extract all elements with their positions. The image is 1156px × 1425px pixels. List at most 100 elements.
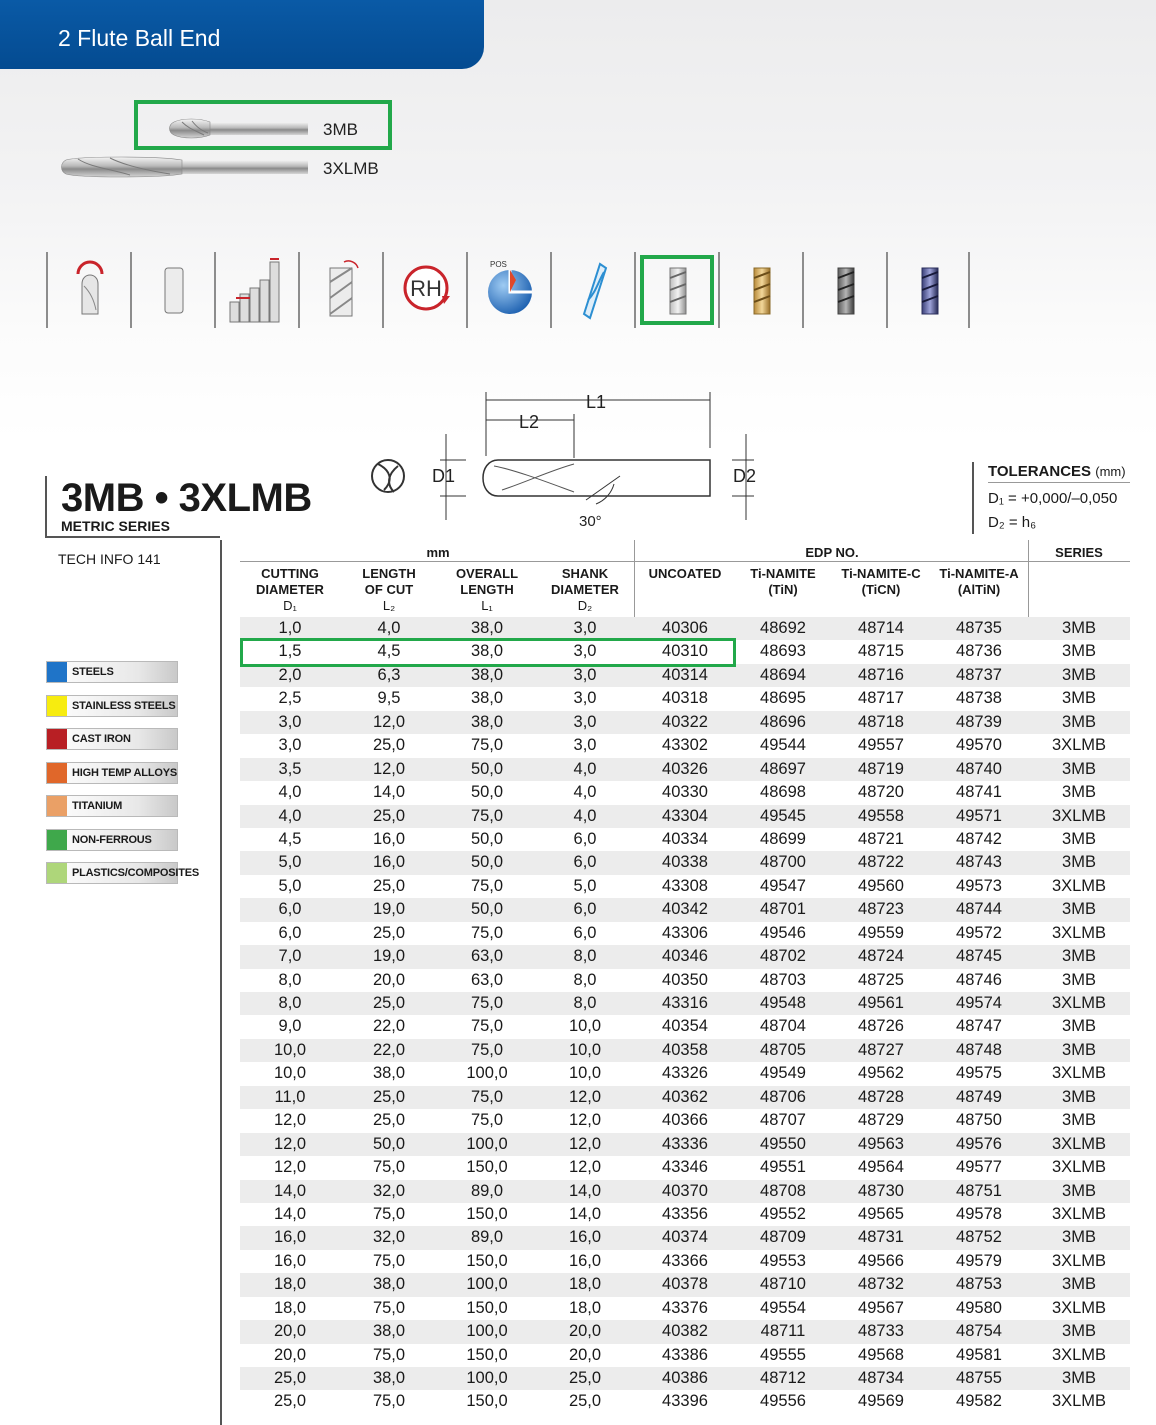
- cell-uncoated: 43376: [662, 1298, 708, 1317]
- cell-tin: 48692: [760, 619, 806, 637]
- cell-ticn: 49561: [858, 994, 904, 1012]
- cell-tin: 48709: [760, 1228, 806, 1247]
- cell-series: 3XLMB: [1051, 923, 1107, 942]
- cell-tin: 48701: [760, 900, 806, 919]
- table-row: 12,0 75,0 150,0 12,0 43346 49551 49564 49577 3XL…: [240, 1156, 1130, 1179]
- cell-uncoated: 43316: [662, 994, 708, 1012]
- cell-tin: 48696: [760, 712, 806, 731]
- helix-angle-icon: [298, 252, 382, 328]
- cell-shank-diameter: 10,0: [568, 1040, 602, 1059]
- legend-swatch: [47, 829, 67, 850]
- cell-overall-length: 100,0: [466, 1275, 508, 1294]
- cell-ticn: 48726: [858, 1017, 904, 1036]
- cell-uncoated: 40346: [662, 947, 708, 966]
- cell-tin: 48698: [760, 783, 806, 802]
- cell-altin: 49580: [956, 1298, 1002, 1317]
- cell-ticn: 48730: [858, 1181, 904, 1200]
- cell-shank-diameter: 18,0: [568, 1298, 602, 1317]
- table-row: 5,0 16,0 50,0 6,0 40338 48700 48722 48743 3MB: [240, 851, 1130, 875]
- cell-ticn: 48718: [858, 712, 904, 731]
- feature-icon-strip: RH POS: [46, 252, 976, 328]
- col-header-shank-diameter: SHANK DIAMETER D₂: [536, 566, 634, 614]
- product-title: 3MB • 3XLMB: [61, 476, 312, 520]
- cell-series: 3XLMB: [1051, 1158, 1107, 1177]
- cell-series: 3XLMB: [1051, 1134, 1107, 1153]
- cell-cutting-diameter: 8,0: [278, 970, 302, 989]
- tool-3xlmb[interactable]: 3XLMB: [60, 153, 390, 183]
- cell-altin: 48753: [956, 1275, 1002, 1294]
- cell-length-of-cut: 38,0: [372, 1275, 406, 1294]
- cell-length-of-cut: 38,0: [372, 1322, 406, 1341]
- table-row: 4,0 25,0 75,0 4,0 43304 49545 49558 49571 3XLMB: [240, 804, 1130, 828]
- cell-uncoated: 40378: [662, 1275, 708, 1294]
- cell-ticn: 49562: [858, 1064, 904, 1083]
- cell-tin: 49548: [760, 994, 806, 1012]
- cell-overall-length: 50,0: [470, 900, 504, 919]
- cell-series: 3MB: [1062, 1322, 1096, 1341]
- cell-overall-length: 150,0: [466, 1345, 508, 1364]
- tech-info-label: TECH INFO 141: [58, 551, 161, 567]
- cell-ticn: 49569: [858, 1392, 904, 1411]
- cell-altin: 48737: [956, 665, 1002, 684]
- cell-ticn: 48716: [858, 665, 904, 684]
- table-row: 16,0 75,0 150,0 16,0 43366 49553 49566 49579 3XL…: [240, 1250, 1130, 1273]
- cell-cutting-diameter: 2,5: [278, 689, 302, 708]
- table-row: 14,0 32,0 89,0 14,0 40370 48708 48730 48751 3MB: [240, 1179, 1130, 1203]
- cell-tin: 49545: [760, 806, 806, 825]
- table-body: 1,0 4,0 38,0 3,0 40306 48692 48714 48735 3MB 1,5 4…: [240, 617, 1130, 1414]
- cell-cutting-diameter: 1,0: [278, 619, 302, 637]
- table-row: 12,0 50,0 100,0 12,0 43336 49550 49563 49576 3XL…: [240, 1132, 1130, 1157]
- cell-altin: 48748: [956, 1040, 1002, 1059]
- cell-tin: 49546: [760, 923, 806, 942]
- cell-shank-diameter: 5,0: [573, 876, 597, 895]
- cell-shank-diameter: 12,0: [568, 1087, 602, 1106]
- cell-shank-diameter: 6,0: [573, 900, 597, 919]
- cell-altin: 49575: [956, 1064, 1002, 1083]
- cell-tin: 48711: [760, 1322, 806, 1341]
- cell-altin: 48747: [956, 1017, 1002, 1036]
- cell-tin: 48707: [760, 1111, 806, 1130]
- cell-tin: 48699: [760, 829, 806, 848]
- cell-overall-length: 75,0: [470, 736, 504, 755]
- col-header-altin: Ti-NAMITE-A (AlTiN): [939, 566, 1019, 597]
- table-row: 2,0 6,3 38,0 3,0 40314 48694 48716 48737 3MB: [240, 663, 1130, 688]
- cell-series: 3MB: [1062, 1017, 1096, 1036]
- cell-cutting-diameter: 5,0: [278, 876, 302, 895]
- cell-overall-length: 100,0: [466, 1134, 508, 1153]
- cell-altin: 48754: [956, 1322, 1002, 1341]
- cell-tin: 48695: [760, 689, 806, 708]
- cell-length-of-cut: 75,0: [372, 1392, 406, 1411]
- cell-length-of-cut: 38,0: [372, 1064, 406, 1083]
- cell-altin: 48742: [956, 829, 1002, 848]
- cell-ticn: 48717: [858, 689, 904, 708]
- col-header-cutting-symbol: D₁: [283, 598, 297, 613]
- cell-series: 3MB: [1062, 1275, 1096, 1294]
- table-row: 8,0 20,0 63,0 8,0 40350 48703 48725 48746 3MB: [240, 969, 1130, 992]
- cell-uncoated: 40326: [662, 759, 708, 778]
- cell-overall-length: 38,0: [470, 619, 504, 637]
- cell-ticn: 48715: [858, 642, 904, 661]
- cell-cutting-diameter: 6,0: [278, 900, 302, 919]
- cell-cutting-diameter: 7,0: [278, 947, 302, 966]
- cell-ticn: 49560: [858, 876, 904, 895]
- section-title: 2 Flute Ball End: [58, 25, 221, 51]
- cell-uncoated: 40338: [662, 853, 708, 872]
- table-row: 8,0 25,0 75,0 8,0 43316 49548 49561 49574 3XLMB: [240, 992, 1130, 1016]
- table-row: 2,5 9,5 38,0 3,0 40318 48695 48717 48738 3MB: [240, 687, 1130, 710]
- cell-overall-length: 75,0: [470, 923, 504, 942]
- tool-3mb[interactable]: 3MB: [138, 114, 388, 144]
- cell-uncoated: 43356: [662, 1204, 708, 1223]
- cell-tin: 49556: [760, 1392, 806, 1411]
- cell-altin: 48743: [956, 853, 1002, 872]
- cell-shank-diameter: 10,0: [568, 1064, 602, 1083]
- cell-uncoated: 40330: [662, 783, 708, 802]
- cell-cutting-diameter: 8,0: [278, 994, 302, 1012]
- cell-length-of-cut: 25,0: [372, 806, 406, 825]
- cell-overall-length: 150,0: [466, 1251, 508, 1270]
- cell-length-of-cut: 75,0: [372, 1345, 406, 1364]
- header-separator-series: [1028, 540, 1029, 617]
- legend-swatch: [47, 695, 67, 716]
- cell-shank-diameter: 14,0: [568, 1204, 602, 1223]
- cell-ticn: 49559: [858, 923, 904, 942]
- cell-uncoated: 43336: [662, 1134, 708, 1153]
